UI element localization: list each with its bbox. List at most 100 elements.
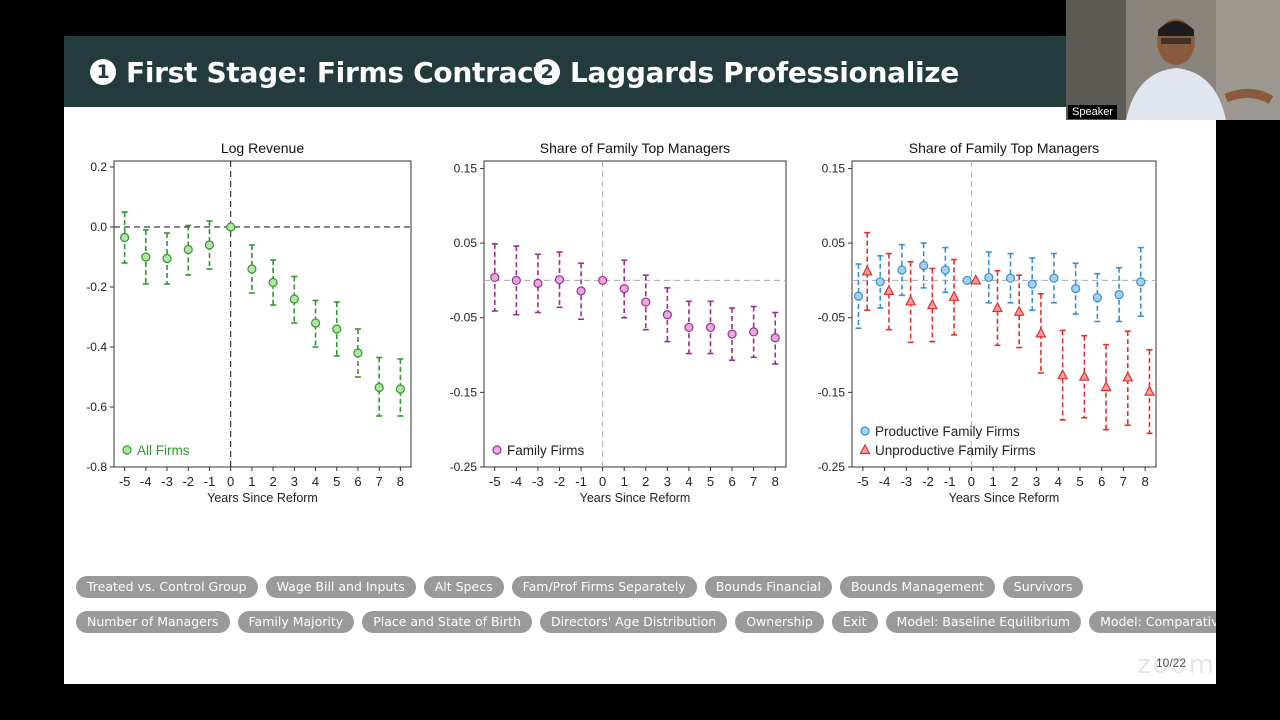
x-tick-label: -4 bbox=[511, 474, 523, 489]
data-point bbox=[1122, 371, 1134, 382]
data-point bbox=[226, 222, 236, 232]
data-point bbox=[353, 348, 363, 358]
data-point bbox=[289, 294, 299, 304]
link-family-majority-button[interactable]: Family Majority bbox=[237, 611, 355, 633]
data-point bbox=[897, 265, 907, 275]
x-tick-label: 1 bbox=[248, 474, 255, 489]
x-tick-label: -5 bbox=[119, 474, 131, 489]
data-point bbox=[926, 298, 938, 310]
chart-2: Share of Family Top Managers 0.15 0.05 -0.0… bbox=[450, 140, 787, 505]
title-bar: 1 First Stage: Firms Contract 2 Laggards… bbox=[64, 36, 1216, 107]
title-part-1: 1 First Stage: Firms Contract bbox=[90, 50, 547, 94]
link-treated-vs-control-group-button[interactable]: Treated vs. Control Group bbox=[76, 576, 258, 598]
data-point bbox=[141, 252, 151, 262]
x-tick-label: -2 bbox=[182, 474, 194, 489]
x-tick-label: 5 bbox=[707, 474, 714, 489]
data-point bbox=[970, 274, 982, 285]
title-part-2: 2 Laggards Professionalize bbox=[534, 50, 959, 94]
data-point bbox=[1071, 284, 1081, 294]
link-place-and-state-of-birth-button[interactable]: Place and State of Birth bbox=[362, 611, 532, 633]
title-text-2: Laggards Professionalize bbox=[570, 55, 959, 89]
data-point bbox=[332, 324, 342, 334]
data-point bbox=[247, 264, 257, 274]
speaker-label: Speaker bbox=[1068, 105, 1117, 119]
y-tick-label: -0.15 bbox=[450, 385, 478, 399]
slide: 1 First Stage: Firms Contract 2 Laggards… bbox=[64, 36, 1216, 684]
data-point bbox=[511, 275, 521, 286]
link-bounds-management-button[interactable]: Bounds Management bbox=[839, 576, 995, 598]
data-point bbox=[883, 284, 895, 295]
x-tick-label: -3 bbox=[901, 474, 913, 489]
link-ownership-button[interactable]: Ownership bbox=[735, 611, 824, 633]
x-tick-label: 4 bbox=[685, 474, 692, 489]
link-model-comparative-statics-button[interactable]: Model: Comparative Statics bbox=[1089, 611, 1216, 633]
x-tick-label: 3 bbox=[1033, 474, 1040, 489]
x-tick-label: 4 bbox=[312, 474, 319, 489]
data-point bbox=[1013, 305, 1025, 316]
link-bounds-financial-button[interactable]: Bounds Financial bbox=[704, 576, 832, 598]
x-axis-label: Years Since Reform bbox=[207, 491, 318, 505]
x-tick-label: 7 bbox=[1120, 474, 1127, 489]
plot-frame bbox=[851, 160, 1157, 468]
x-tick-label: 1 bbox=[990, 474, 997, 489]
data-point bbox=[1035, 327, 1047, 338]
x-tick-label: 1 bbox=[621, 474, 628, 489]
legend-label: All Firms bbox=[137, 443, 190, 458]
legend-marker bbox=[860, 426, 870, 436]
x-tick-label: 2 bbox=[642, 474, 649, 489]
data-point bbox=[727, 329, 737, 339]
chart-title: Share of Family Top Managers bbox=[909, 140, 1099, 156]
link-fam-prof-firms-separately-button[interactable]: Fam/Prof Firms Separately bbox=[511, 576, 697, 598]
x-tick-label: 0 bbox=[599, 474, 606, 489]
link-model-baseline-equilibrium-button[interactable]: Model: Baseline Equilibrium bbox=[885, 611, 1082, 633]
link-alt-specs-button[interactable]: Alt Specs bbox=[423, 576, 504, 598]
y-tick-label: -0.05 bbox=[818, 311, 846, 325]
data-point bbox=[770, 333, 780, 343]
data-point bbox=[1136, 277, 1146, 287]
chart-title: Log Revenue bbox=[221, 140, 305, 156]
button-row-2: Number of Managers Family Majority Place a… bbox=[76, 611, 1216, 633]
page-number: 10/22 bbox=[1155, 656, 1186, 670]
link-wage-bill-and-inputs-button[interactable]: Wage Bill and Inputs bbox=[265, 576, 416, 598]
plot-frame bbox=[113, 160, 412, 468]
x-tick-label: 8 bbox=[1142, 474, 1149, 489]
speaker-video[interactable]: Speaker bbox=[1066, 0, 1280, 120]
data-point bbox=[183, 244, 193, 255]
y-tick-label: -0.05 bbox=[450, 311, 478, 325]
data-point bbox=[310, 318, 321, 328]
data-point bbox=[984, 272, 994, 283]
data-point bbox=[120, 232, 130, 243]
link-number-of-managers-button[interactable]: Number of Managers bbox=[76, 611, 230, 633]
data-point bbox=[1078, 370, 1090, 381]
data-point bbox=[490, 272, 500, 283]
link-survivors-button[interactable]: Survivors bbox=[1002, 576, 1084, 598]
data-point bbox=[1114, 289, 1124, 300]
y-tick-label: -0.2 bbox=[86, 280, 107, 294]
x-tick-label: 4 bbox=[1055, 474, 1062, 489]
data-point bbox=[875, 277, 885, 287]
data-point bbox=[749, 327, 759, 337]
x-tick-label: -1 bbox=[575, 474, 587, 489]
y-tick-label: 0.0 bbox=[90, 220, 107, 234]
link-exit-button[interactable]: Exit bbox=[831, 611, 878, 633]
data-point bbox=[374, 382, 384, 393]
data-point bbox=[162, 253, 172, 264]
x-tick-label: 7 bbox=[376, 474, 383, 489]
data-point bbox=[948, 290, 960, 301]
legend-label: Unproductive Family Firms bbox=[875, 443, 1036, 458]
x-tick-label: 8 bbox=[397, 474, 404, 489]
x-tick-label: -2 bbox=[554, 474, 566, 489]
x-tick-label: 6 bbox=[354, 474, 361, 489]
x-tick-label: 5 bbox=[1076, 474, 1083, 489]
y-tick-label: 0.15 bbox=[454, 161, 478, 175]
number-badge-1: 1 bbox=[90, 59, 116, 85]
data-point bbox=[268, 277, 278, 288]
data-point bbox=[991, 301, 1003, 313]
speaker-image bbox=[1066, 0, 1280, 120]
chart-3: Share of Family Top Managers 0.15 0.05 -0.0… bbox=[818, 140, 1157, 505]
link-directors-age-distribution-button[interactable]: Directors' Age Distribution bbox=[539, 611, 728, 633]
data-point bbox=[395, 384, 405, 394]
x-axis-label: Years Since Reform bbox=[949, 491, 1060, 505]
data-point bbox=[962, 275, 972, 286]
